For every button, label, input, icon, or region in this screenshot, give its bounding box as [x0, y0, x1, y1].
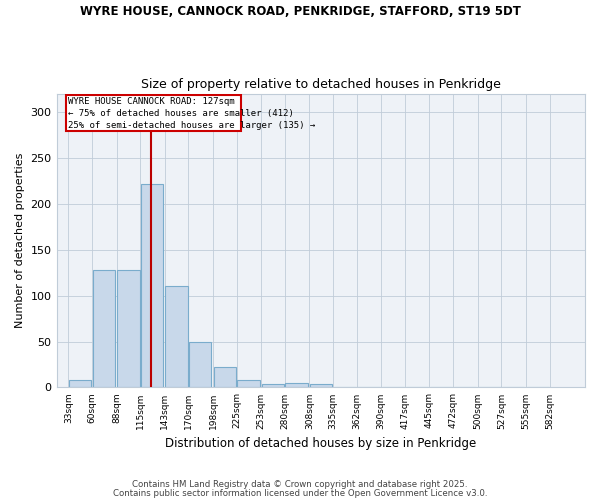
Y-axis label: Number of detached properties: Number of detached properties — [15, 153, 25, 328]
Text: Contains HM Land Registry data © Crown copyright and database right 2025.: Contains HM Land Registry data © Crown c… — [132, 480, 468, 489]
Text: Contains public sector information licensed under the Open Government Licence v3: Contains public sector information licen… — [113, 489, 487, 498]
Bar — [310, 384, 332, 388]
Bar — [214, 367, 236, 388]
Bar — [141, 184, 163, 388]
Text: 25% of semi-detached houses are larger (135) →: 25% of semi-detached houses are larger (… — [68, 121, 316, 130]
Text: WYRE HOUSE CANNOCK ROAD: 127sqm: WYRE HOUSE CANNOCK ROAD: 127sqm — [68, 97, 235, 106]
Bar — [334, 386, 356, 388]
Text: ← 75% of detached houses are smaller (412): ← 75% of detached houses are smaller (41… — [68, 109, 294, 118]
Bar — [92, 270, 115, 388]
Bar — [66, 96, 241, 131]
Bar — [117, 270, 140, 388]
Bar — [382, 386, 404, 388]
Text: WYRE HOUSE, CANNOCK ROAD, PENKRIDGE, STAFFORD, ST19 5DT: WYRE HOUSE, CANNOCK ROAD, PENKRIDGE, STA… — [80, 5, 520, 18]
Title: Size of property relative to detached houses in Penkridge: Size of property relative to detached ho… — [141, 78, 501, 91]
Bar — [69, 380, 91, 388]
Bar — [237, 380, 260, 388]
X-axis label: Distribution of detached houses by size in Penkridge: Distribution of detached houses by size … — [165, 437, 476, 450]
Bar — [286, 383, 308, 388]
Bar — [166, 286, 188, 388]
Bar — [527, 386, 549, 388]
Bar — [262, 384, 284, 388]
Bar — [189, 342, 211, 388]
